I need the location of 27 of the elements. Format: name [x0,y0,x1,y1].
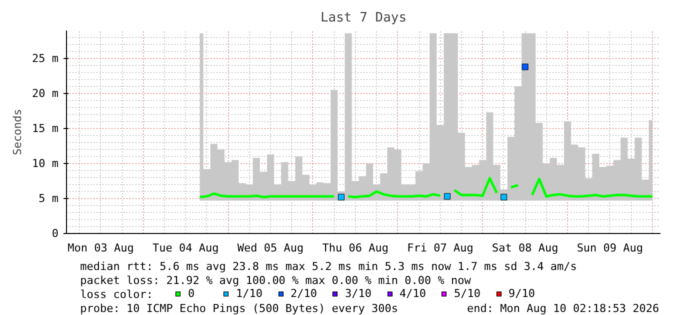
legend-label: 4/10 [400,287,426,300]
x-tick-label: Wed 05 Aug [237,242,304,254]
legend-label: 0 [188,287,196,300]
y-tick-label: 5 m [38,192,59,205]
x-tick-label: Mon 03 Aug [68,242,134,254]
x-tick-label: Tue 04 Aug [152,242,219,254]
x-tick-label: Fri 07 Aug [407,242,474,254]
legend-label: 9/10 [508,287,535,300]
y-tick-label: 0 [52,227,58,240]
legend-label: 1/10 [236,287,262,300]
x-tick-label: Sun 09 Aug [576,242,644,254]
legend-title: loss color: [80,288,153,301]
y-tick-label: 20 m [32,87,59,100]
legend-label: 3/10 [345,287,372,300]
text: median rtt: 5.6 ms avg 23.8 ms max 5.2 ms min 5.3 ms now 1.7 ms sd 3.4 am/s [80,260,577,273]
legend-label: 5/10 [454,287,480,300]
x-tick-label: Thu 06 Aug [322,242,388,254]
text: packet loss: 21.92 % avg 100.00 % max 0.00 % min 0.00 % now [80,274,472,287]
x-tick-label: Sat 08 Aug [492,242,558,254]
text: probe: 10 ICMP Echo Pings (500 Bytes) every 300s [80,302,398,315]
text: end: Mon Aug 10 02:18:53 2026 [467,302,660,315]
y-tick-label: 25 m [32,52,59,65]
chart-title: Last 7 Days [320,10,407,26]
legend-label: 2/10 [290,287,317,300]
y-tick-label: 15 m [32,122,59,135]
y-tick-label: 10 m [32,157,59,170]
y-axis-title: Seconds [11,108,24,156]
